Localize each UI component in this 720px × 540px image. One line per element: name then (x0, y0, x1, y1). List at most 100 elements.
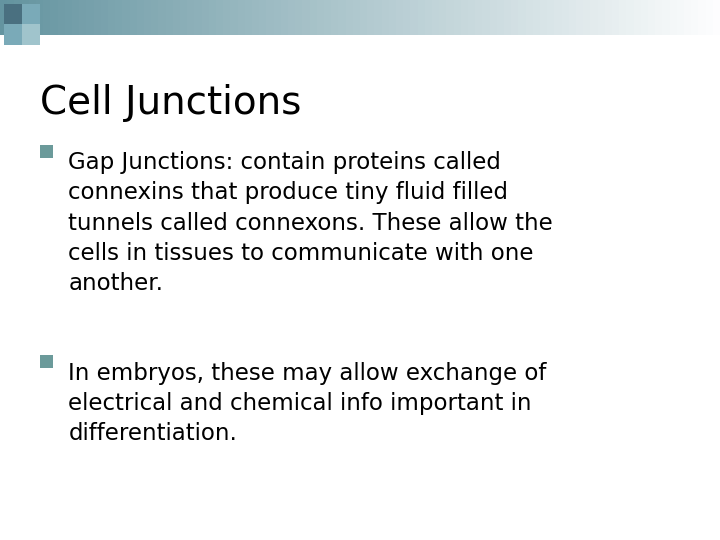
Bar (518, 0, 526, 35)
Bar (144, 0, 151, 35)
Bar (410, 0, 418, 35)
Bar (58, 0, 65, 35)
Bar (281, 0, 288, 35)
Bar (101, 0, 108, 35)
Bar (137, 0, 144, 35)
Bar (173, 0, 180, 35)
Bar (216, 0, 223, 35)
Bar (626, 0, 634, 35)
Bar (310, 0, 317, 35)
Bar (504, 0, 511, 35)
Bar (259, 0, 266, 35)
Bar (461, 0, 468, 35)
Bar (713, 0, 720, 35)
Bar (43, 0, 50, 35)
Bar (482, 0, 490, 35)
Bar (446, 0, 454, 35)
Bar (511, 0, 518, 35)
Bar (65, 0, 72, 35)
Bar (648, 0, 655, 35)
Bar (295, 0, 302, 35)
Bar (432, 0, 439, 35)
Bar (238, 0, 245, 35)
Bar (115, 0, 122, 35)
Bar (130, 0, 137, 35)
Bar (22, 0, 29, 35)
Bar (576, 0, 583, 35)
Bar (612, 0, 619, 35)
Bar (158, 0, 166, 35)
Bar (4, 4, 22, 24)
Bar (583, 0, 590, 35)
Bar (14, 0, 22, 35)
Bar (4, 24, 22, 45)
Bar (540, 0, 547, 35)
Bar (324, 0, 331, 35)
Bar (331, 0, 338, 35)
Bar (360, 0, 367, 35)
Bar (439, 0, 446, 35)
Bar (655, 0, 662, 35)
Bar (382, 0, 389, 35)
Bar (86, 0, 94, 35)
Bar (166, 0, 173, 35)
Bar (230, 0, 238, 35)
Text: In embryos, these may allow exchange of
electrical and chemical info important i: In embryos, these may allow exchange of … (68, 362, 546, 445)
Bar (698, 0, 706, 35)
Bar (497, 0, 504, 35)
Bar (122, 0, 130, 35)
Bar (302, 0, 310, 35)
Bar (670, 0, 677, 35)
Bar (94, 0, 101, 35)
Bar (7, 0, 14, 35)
Bar (353, 0, 360, 35)
Bar (317, 0, 324, 35)
Bar (475, 0, 482, 35)
Bar (468, 0, 475, 35)
Bar (194, 0, 202, 35)
Bar (202, 0, 209, 35)
Bar (151, 0, 158, 35)
Bar (389, 0, 396, 35)
Bar (36, 0, 43, 35)
Bar (346, 0, 353, 35)
Bar (425, 0, 432, 35)
Bar (40, 145, 53, 158)
Bar (706, 0, 713, 35)
Bar (454, 0, 461, 35)
Bar (72, 0, 79, 35)
Bar (108, 0, 115, 35)
Bar (79, 0, 86, 35)
Bar (22, 24, 40, 45)
Bar (547, 0, 554, 35)
Bar (403, 0, 410, 35)
Bar (619, 0, 626, 35)
Text: Cell Junctions: Cell Junctions (40, 84, 301, 122)
Bar (634, 0, 641, 35)
Bar (40, 355, 53, 368)
Bar (605, 0, 612, 35)
Bar (209, 0, 216, 35)
Bar (266, 0, 274, 35)
Bar (677, 0, 684, 35)
Bar (598, 0, 605, 35)
Bar (0, 0, 7, 35)
Bar (223, 0, 230, 35)
Bar (526, 0, 533, 35)
Bar (569, 0, 576, 35)
Bar (590, 0, 598, 35)
Bar (252, 0, 259, 35)
Bar (29, 0, 36, 35)
Bar (245, 0, 252, 35)
Bar (533, 0, 540, 35)
Bar (562, 0, 569, 35)
Bar (338, 0, 346, 35)
Bar (490, 0, 497, 35)
Bar (374, 0, 382, 35)
Bar (367, 0, 374, 35)
Bar (180, 0, 187, 35)
Bar (554, 0, 562, 35)
Bar (691, 0, 698, 35)
Bar (641, 0, 648, 35)
Text: Gap Junctions: contain proteins called
connexins that produce tiny fluid filled
: Gap Junctions: contain proteins called c… (68, 151, 553, 295)
